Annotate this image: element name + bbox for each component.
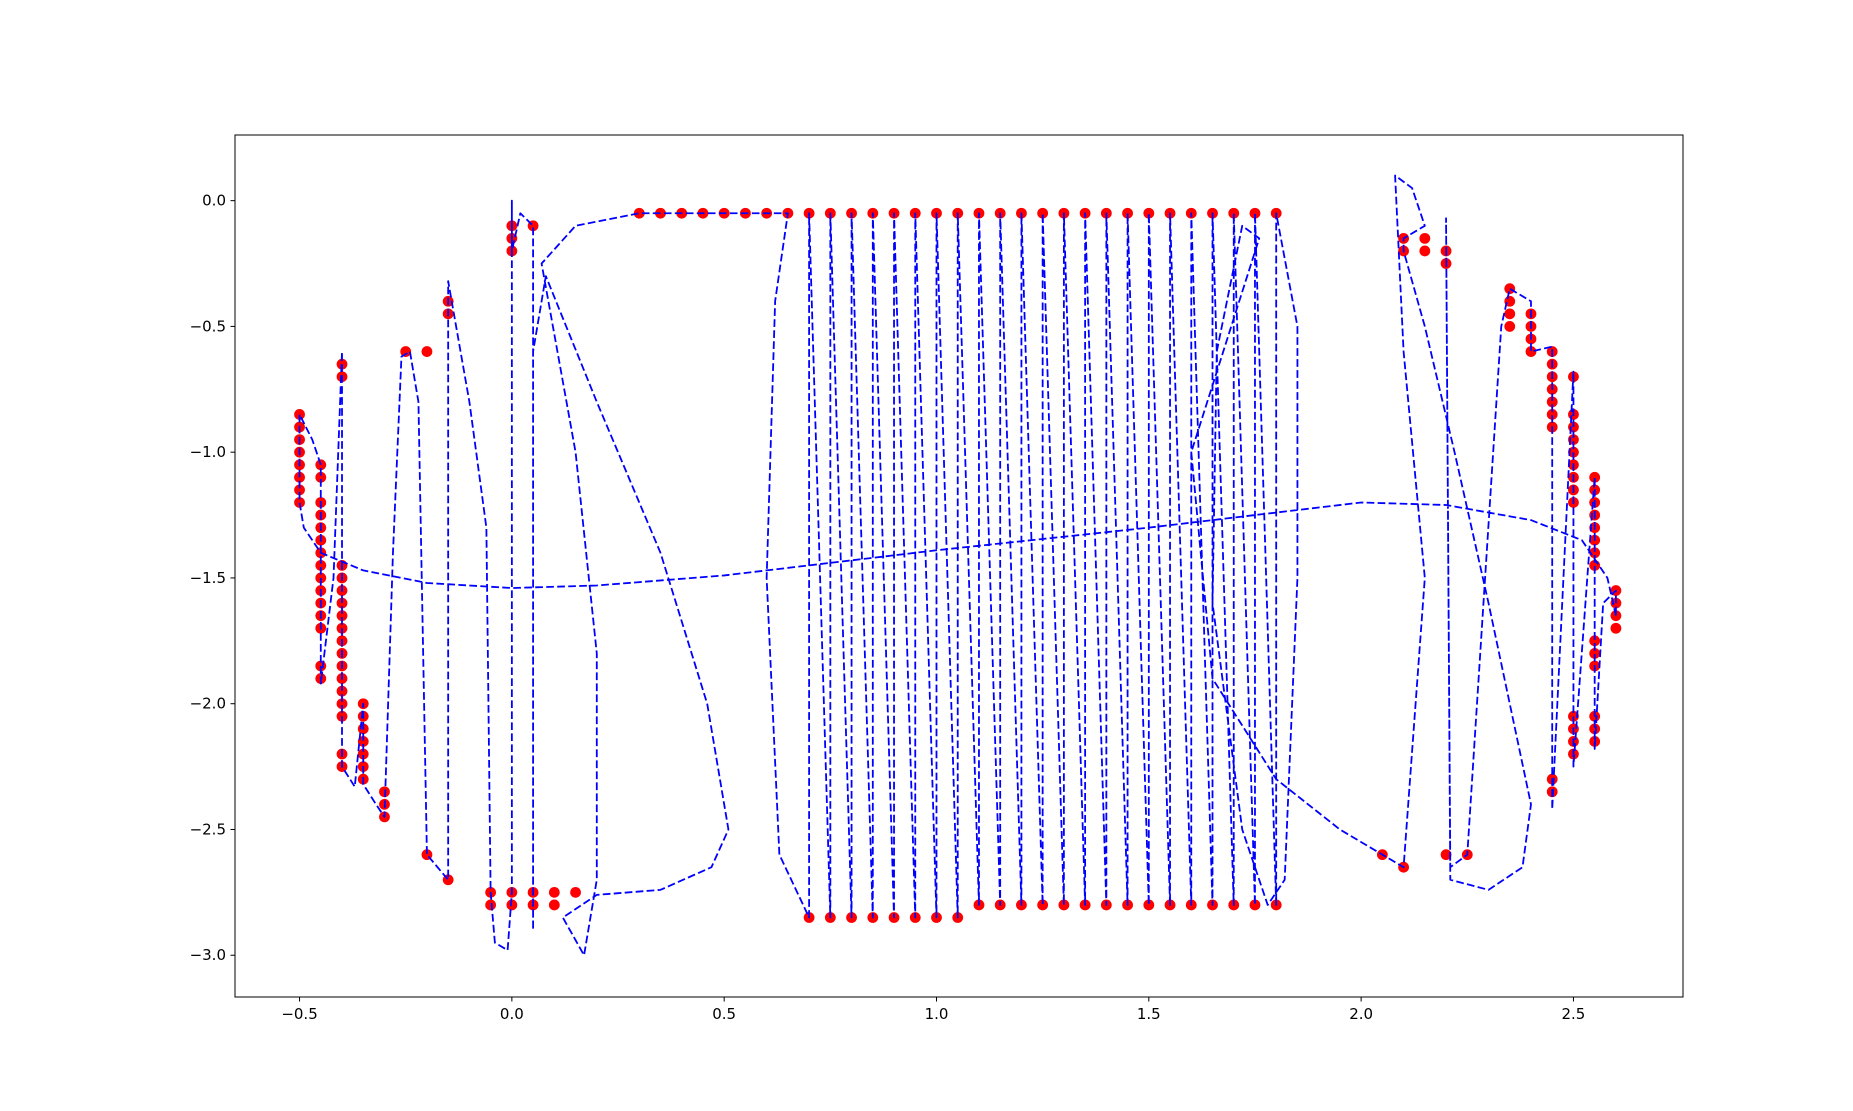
scatter-point <box>1546 396 1558 408</box>
scatter-point <box>548 899 560 911</box>
scatter-point <box>1568 446 1579 458</box>
scatter-point <box>1143 207 1155 219</box>
scatter-point <box>1589 635 1601 647</box>
scatter-point <box>1610 622 1622 634</box>
scatter-point <box>421 346 433 357</box>
scatter-point <box>294 484 305 496</box>
scatter-point <box>1589 723 1601 735</box>
scatter-point <box>1249 899 1261 911</box>
scatter-point <box>357 748 369 760</box>
x-tick-label: 1.5 <box>1137 1005 1161 1023</box>
scatter-point <box>1589 547 1601 559</box>
line <box>298 174 1617 957</box>
scatter-point <box>315 572 327 584</box>
scatter-point <box>1037 899 1049 911</box>
scatter-point <box>400 346 412 357</box>
scatter-point <box>1228 207 1240 219</box>
x-tick-label: 2.0 <box>1349 1005 1373 1023</box>
scatter-point <box>1589 471 1601 483</box>
x-tick-label: 1.0 <box>925 1005 949 1023</box>
scatter-point <box>315 559 327 571</box>
x-tick-label: −0.5 <box>281 1005 317 1023</box>
y-tick-label: 0.0 <box>202 192 226 210</box>
scatter-point <box>506 899 518 911</box>
scatter-point <box>485 899 497 911</box>
scatter-point <box>1504 308 1516 320</box>
scatter-point <box>1419 232 1431 244</box>
scatter-point <box>336 610 348 622</box>
y-tick-label: −1.0 <box>190 443 226 461</box>
scatter-point <box>336 597 348 609</box>
y-tick-label: −0.5 <box>190 317 226 335</box>
scatter-point <box>548 886 560 898</box>
scatter-point <box>294 497 305 508</box>
scatter-point <box>1122 207 1133 219</box>
scatter-point <box>1504 321 1516 332</box>
scatter-point <box>1440 849 1452 861</box>
scatter-point <box>1546 409 1558 420</box>
scatter-point <box>336 698 348 710</box>
scatter-point <box>1419 245 1431 257</box>
scatter-point <box>570 886 581 898</box>
scatter-point <box>336 685 348 697</box>
scatter-point <box>1058 899 1070 911</box>
y-tick-label: −2.0 <box>190 695 226 713</box>
scatter-point <box>294 409 305 420</box>
scatter-point <box>1504 283 1516 295</box>
y-tick-label: −3.0 <box>190 946 226 964</box>
y-tick-label: −1.5 <box>190 569 226 587</box>
scatter-point <box>1589 648 1601 659</box>
scatter-point <box>1568 710 1579 722</box>
x-tick-label: 2.5 <box>1562 1005 1586 1023</box>
y-tick-label: −2.5 <box>190 820 226 838</box>
scatter-point <box>315 471 327 483</box>
x-tick-label: 0.0 <box>500 1005 524 1023</box>
scatter-point <box>1525 346 1537 357</box>
axes-frame <box>234 134 1684 998</box>
scatter-point <box>1249 207 1261 219</box>
x-tick-label: 0.5 <box>712 1005 736 1023</box>
scatter-point <box>1037 207 1049 219</box>
scatter-point <box>1143 899 1155 911</box>
scatter-point <box>633 207 645 219</box>
